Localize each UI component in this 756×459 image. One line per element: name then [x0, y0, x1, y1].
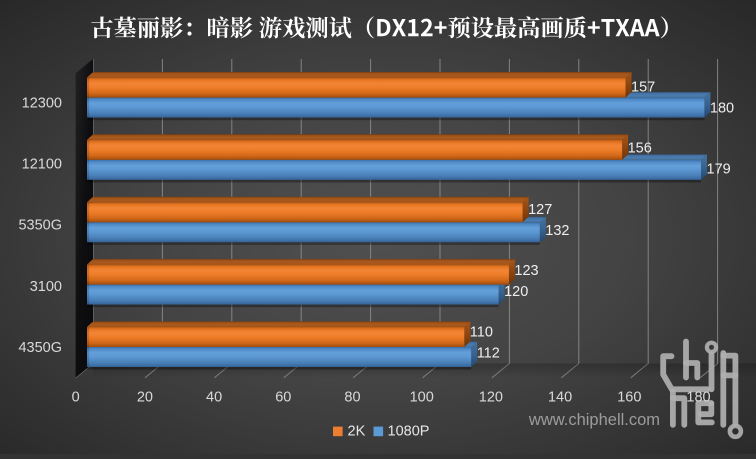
svg-text:132: 132 — [545, 223, 569, 239]
svg-text:100: 100 — [410, 390, 434, 406]
svg-text:160: 160 — [617, 390, 641, 406]
svg-text:4350G: 4350G — [18, 340, 62, 356]
svg-text:123: 123 — [514, 263, 538, 279]
svg-text:179: 179 — [707, 162, 731, 178]
svg-text:110: 110 — [470, 325, 493, 341]
svg-text:1080P: 1080P — [388, 424, 430, 440]
svg-text:12300: 12300 — [22, 96, 62, 112]
svg-text:127: 127 — [528, 202, 552, 218]
svg-text:20: 20 — [137, 390, 153, 406]
svg-text:157: 157 — [631, 79, 655, 95]
svg-text:www.chiphell.com: www.chiphell.com — [528, 411, 660, 429]
svg-text:3100: 3100 — [30, 279, 62, 295]
svg-text:120: 120 — [479, 390, 503, 406]
svg-text:0: 0 — [72, 390, 80, 406]
svg-text:60: 60 — [275, 390, 291, 406]
svg-text:80: 80 — [344, 390, 360, 406]
svg-text:5350G: 5350G — [18, 218, 62, 234]
svg-text:40: 40 — [206, 390, 222, 406]
svg-text:120: 120 — [504, 284, 528, 300]
svg-text:12100: 12100 — [22, 157, 62, 173]
svg-text:180: 180 — [710, 100, 734, 116]
svg-text:180: 180 — [686, 390, 710, 406]
svg-text:140: 140 — [548, 390, 572, 406]
svg-text:112: 112 — [477, 346, 500, 362]
svg-text:156: 156 — [628, 141, 652, 157]
svg-text:2K: 2K — [348, 424, 366, 440]
